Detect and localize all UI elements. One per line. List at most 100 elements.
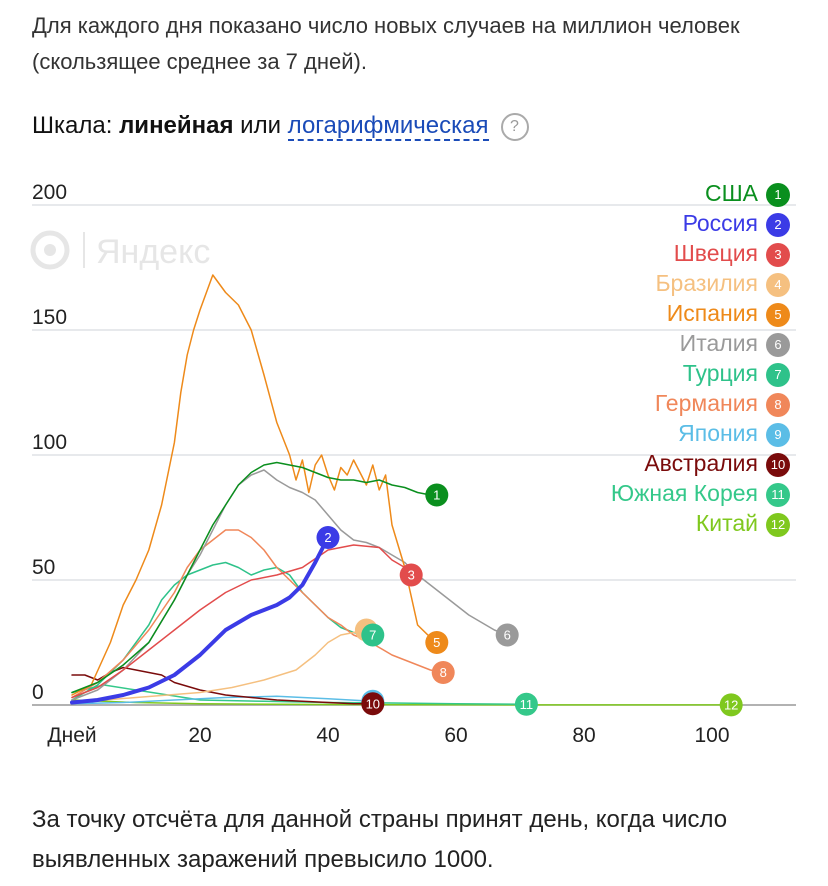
end-marker-label: 11 [520,697,534,712]
y-tick-label: 100 [32,431,67,454]
x-axis-label: Дней [47,724,96,747]
series-end-marker-5[interactable]: 5 [425,631,449,654]
end-marker-dot [425,631,449,654]
end-marker-label: 1 [433,488,440,503]
legend-number-badge: 7 [766,362,790,387]
y-tick-label: 200 [32,181,67,204]
legend-country-name: Австралия [644,450,758,476]
end-marker-label: 8 [440,665,447,680]
series-line-1 [71,461,438,694]
series-line-7 [71,561,374,701]
legend-number-badge: 8 [766,392,790,417]
x-tick-label: 80 [572,724,595,747]
scale-label: Шкала: [32,112,120,139]
legend-country-name: Бразилия [655,270,758,296]
series-end-marker-12[interactable]: 12 [719,693,743,717]
scale-switcher: Шкала: линейная или логарифмическая? [32,108,529,144]
legend-item-6[interactable]: Италия 6 [611,328,790,358]
scale-or-text: или [233,112,288,139]
chart-legend: США 1 Россия 2 Швеция 3 Бразилия 4 Испания 5 Итали… [611,178,790,538]
series-end-marker-10[interactable]: 10 [361,692,385,716]
legend-item-5[interactable]: Испания 5 [611,298,790,328]
series-line-4 [71,629,368,704]
y-tick-label: 50 [32,556,55,579]
end-marker-dot [425,483,449,507]
legend-item-8[interactable]: Германия 8 [611,388,790,418]
end-marker-dot [431,661,455,684]
help-icon[interactable]: ? [500,112,529,141]
series-line-9 [71,695,374,705]
scale-linear-option[interactable]: линейная [119,112,234,139]
x-tick-label: 60 [444,724,467,747]
x-tick-label: 20 [188,724,211,747]
end-marker-label: 6 [504,628,511,643]
legend-number-badge: 3 [766,242,790,267]
legend-number-badge: 2 [766,212,790,237]
legend-country-name: Япония [678,420,758,446]
end-marker-label: 10 [366,696,380,711]
watermark-logo-dot [44,244,56,256]
end-marker-dot [316,526,340,549]
legend-country-name: Швеция [673,240,758,266]
legend-country-name: Южная Корея [610,480,758,506]
end-marker-dot [495,623,519,647]
scale-log-option[interactable]: логарифмическая [287,112,489,141]
series-end-marker-1[interactable]: 1 [425,483,449,507]
legend-country-name: Германия [654,390,758,416]
watermark-text: Яндекс [96,233,210,271]
legend-country-name: США [704,180,758,206]
y-tick-label: 150 [32,306,67,329]
legend-item-11[interactable]: Южная Корея 11 [611,478,790,508]
legend-number-badge: 6 [766,332,790,357]
legend-country-name: Россия [682,210,758,236]
legend-number-badge: 4 [766,272,790,297]
legend-item-10[interactable]: Австралия 10 [611,448,790,478]
footnote: За точку отсчёта для данной страны приня… [32,806,728,873]
legend-item-1[interactable]: США 1 [611,178,790,208]
series-line-12 [71,699,732,706]
series-line-2 [70,535,330,705]
series-end-marker-2[interactable]: 2 [316,526,340,549]
yandex-watermark: Яндекс [30,230,210,271]
series-end-marker-8[interactable]: 8 [431,661,455,684]
series-end-marker-11[interactable]: 11 [514,692,538,716]
x-tick-label: 40 [316,724,339,747]
legend-country-name: Испания [666,300,758,326]
legend-item-9[interactable]: Япония 9 [611,418,790,448]
end-marker-dot [361,623,385,647]
legend-country-name: Турция [682,360,758,386]
legend-item-12[interactable]: Китай 12 [611,508,790,538]
series-line-11 [71,684,528,706]
series-end-marker-7[interactable]: 7 [361,623,385,647]
legend-number-badge: 5 [766,302,790,327]
legend-item-3[interactable]: Швеция 3 [611,238,790,268]
series-line-3 [71,544,412,699]
legend-number-badge: 10 [766,452,790,477]
legend-item-7[interactable]: Турция 7 [611,358,790,388]
end-marker-label: 2 [324,530,331,545]
x-tick-label: 100 [694,724,729,747]
legend-item-4[interactable]: Бразилия 4 [611,268,790,298]
series-end-marker-3[interactable]: 3 [399,563,423,587]
end-marker-label: 3 [408,568,415,583]
end-marker-label: 12 [724,697,738,712]
series-line-5 [71,274,438,696]
y-tick-label: 0 [32,681,44,704]
end-marker-dot [361,692,385,716]
chart-description: Для каждого дня показано число новых слу… [32,13,740,74]
watermark-logo-icon [30,230,70,270]
end-marker-label: 5 [433,635,440,650]
legend-country-name: Италия [679,330,758,356]
end-marker-dot [514,692,538,716]
series-end-marker-6[interactable]: 6 [495,623,519,647]
legend-number-badge: 9 [766,422,790,447]
legend-number-badge: 1 [766,182,790,207]
legend-country-name: Китай [695,510,758,536]
end-marker-dot [719,693,743,717]
legend-item-2[interactable]: Россия 2 [611,208,790,238]
legend-number-badge: 12 [766,512,790,537]
end-marker-dot [399,563,423,587]
end-marker-label: 7 [369,628,376,643]
legend-number-badge: 11 [766,482,790,507]
